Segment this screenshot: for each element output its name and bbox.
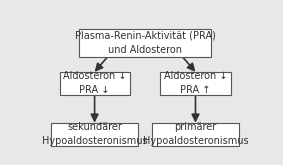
Text: Aldosteron ↓
PRA ↑: Aldosteron ↓ PRA ↑ [164,71,227,95]
Text: primärer
Hypoaldosteronismus: primärer Hypoaldosteronismus [143,122,248,146]
FancyBboxPatch shape [160,72,231,95]
FancyBboxPatch shape [79,29,211,57]
FancyBboxPatch shape [51,123,138,146]
Text: sekundärer
Hypoaldosteronismus: sekundärer Hypoaldosteronismus [42,122,147,146]
Text: Plasma-Renin-Aktivität (PRA)
und Aldosteron: Plasma-Renin-Aktivität (PRA) und Aldoste… [75,31,215,55]
Text: Aldosteron ↓
PRA ↓: Aldosteron ↓ PRA ↓ [63,71,126,95]
FancyBboxPatch shape [152,123,239,146]
FancyBboxPatch shape [59,72,130,95]
